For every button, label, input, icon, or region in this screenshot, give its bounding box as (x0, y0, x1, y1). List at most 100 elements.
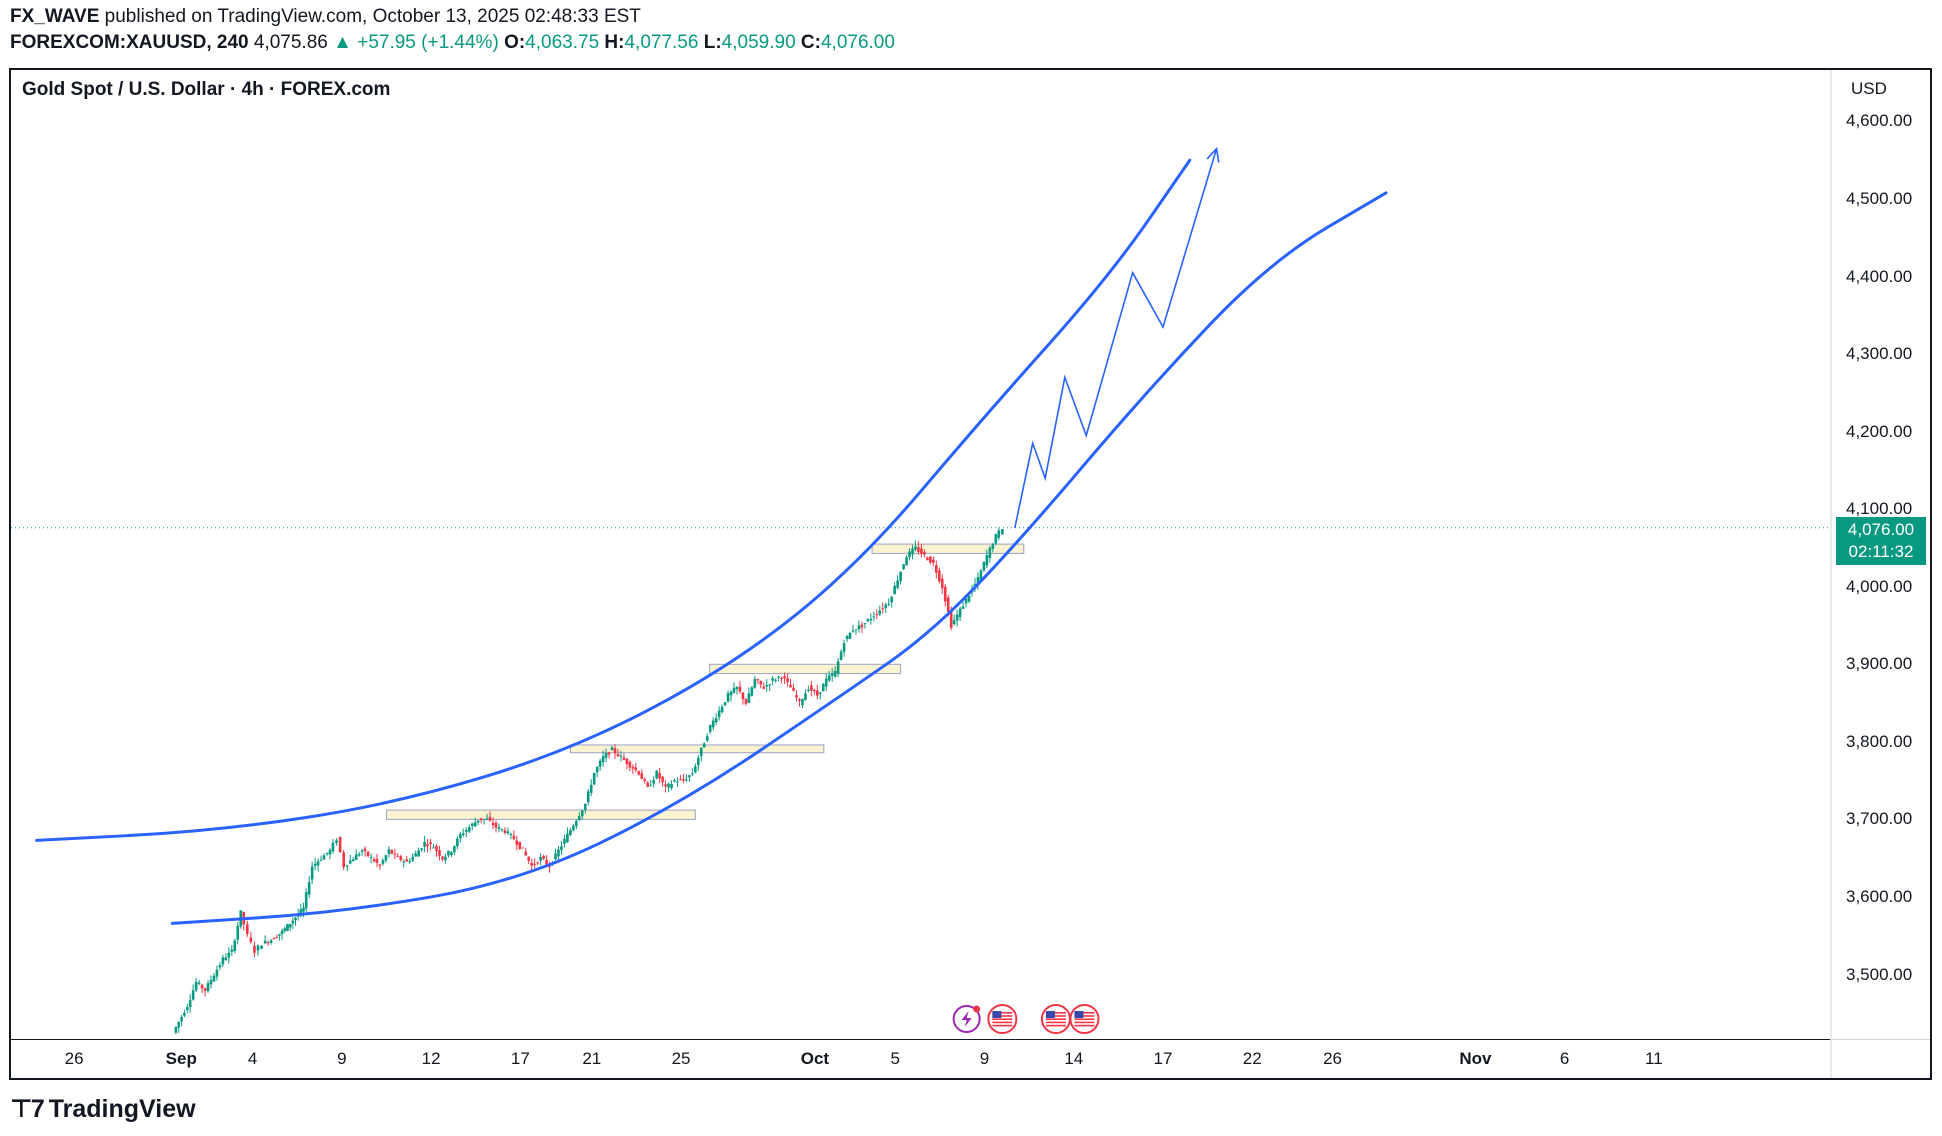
candle-body-151 (625, 758, 629, 765)
close-value: 4,076.00 (820, 32, 895, 53)
candle-body-161 (655, 770, 658, 779)
candle-body-21 (236, 925, 240, 940)
candle-body-92 (450, 852, 453, 855)
candle-body-77 (405, 859, 409, 862)
zone-3 (709, 663, 902, 675)
candle-body-31 (269, 940, 273, 943)
candle-body-167 (673, 780, 676, 782)
time-tick-label: 4 (247, 1049, 258, 1068)
candle-body-165 (667, 783, 670, 788)
candle-body-146 (610, 747, 614, 750)
candle-body-227 (851, 630, 855, 632)
candle-body-156 (640, 773, 644, 780)
symbol-label: FOREXCOM:XAUUSD, 240 (10, 32, 249, 53)
candle-body-218 (824, 678, 828, 687)
candle-body-26 (253, 945, 256, 953)
candle-body-196 (759, 680, 763, 685)
candle-body-110 (503, 830, 507, 833)
candle-body-69 (381, 860, 385, 864)
candle-body-86 (432, 847, 435, 849)
candle-body-244 (902, 564, 905, 570)
candles (174, 527, 1004, 1035)
currency-label[interactable]: USD (1851, 79, 1887, 98)
candle-body-203 (780, 677, 783, 679)
candle-body-7 (194, 982, 198, 991)
candle-body-215 (816, 690, 819, 696)
candle-body-213 (810, 685, 813, 691)
candle-body-9 (200, 984, 204, 989)
tradingview-logo[interactable]: ⊤7 TradingView (10, 1094, 196, 1124)
candle-body-122 (539, 856, 542, 861)
ohlc-line: FOREXCOM:XAUUSD, 240 4,075.86 ▲ +57.95 (… (10, 32, 895, 54)
time-tick-label: 21 (582, 1049, 602, 1068)
candle-body-192 (747, 693, 751, 704)
price-tick-label: 4,300.00 (1846, 344, 1913, 364)
candle-body-221 (833, 670, 837, 677)
projection-arrowhead (1206, 146, 1220, 163)
candle-body-160 (652, 779, 655, 784)
candle-body-33 (275, 937, 279, 939)
candle-body-58 (348, 860, 352, 864)
candle-body-225 (845, 635, 849, 640)
candle-body-91 (447, 850, 450, 856)
candle-body-172 (688, 775, 691, 778)
candle-body-54 (335, 840, 338, 844)
candle-body-108 (497, 827, 501, 829)
candle-body-133 (572, 825, 575, 831)
bar-countdown: 02:11:32 (1848, 542, 1914, 561)
candle-body-132 (569, 830, 572, 836)
chart-frame[interactable] (9, 68, 1932, 1080)
candle-body-240 (890, 596, 893, 603)
close-label: C: (800, 32, 821, 53)
candle-body-64 (366, 851, 370, 856)
candle-body-191 (744, 699, 748, 704)
candle-body-233 (869, 618, 873, 621)
candle-body-80 (414, 853, 417, 857)
current-price-tag: 4,076.00 02:11:32 (1836, 517, 1926, 565)
candle-body-103 (482, 819, 486, 821)
candle-body-93 (453, 846, 456, 853)
candle-body-266 (967, 595, 971, 602)
candle-body-106 (491, 822, 495, 826)
candle-body-129 (560, 846, 563, 851)
candle-body-159 (649, 785, 653, 787)
candle-body-220 (830, 673, 834, 676)
zone-4 (871, 543, 1025, 554)
candle-body-239 (887, 603, 891, 605)
candle-body-249 (917, 547, 920, 552)
candle-body-68 (378, 864, 382, 866)
candle-body-116 (521, 847, 525, 849)
candle-body-209 (798, 699, 801, 701)
candle-body-205 (786, 678, 789, 682)
candle-body-1 (177, 1021, 181, 1028)
candle-body-189 (738, 686, 742, 692)
candle-body-13 (212, 975, 216, 982)
candle-body-135 (578, 816, 581, 821)
candle-body-231 (863, 623, 867, 625)
candle-body-78 (408, 861, 412, 863)
candle-body-82 (420, 848, 423, 850)
candle-body-181 (714, 718, 718, 723)
candle-body-243 (899, 571, 902, 582)
candle-body-30 (266, 942, 270, 944)
candle-body-255 (935, 565, 938, 573)
candle-body-24 (245, 924, 249, 934)
candle-body-158 (646, 782, 650, 787)
candle-body-51 (325, 852, 329, 854)
candle-body-232 (866, 619, 870, 622)
time-tick-label: Nov (1459, 1049, 1492, 1068)
publisher-name[interactable]: FX_WAVE (10, 6, 100, 27)
candle-body-176 (699, 747, 703, 757)
candle-body-29 (263, 940, 267, 944)
candle-body-19 (230, 949, 234, 952)
candle-body-32 (272, 938, 276, 940)
candle-body-234 (872, 616, 876, 618)
candle-body-276 (997, 530, 1001, 538)
candle-body-174 (694, 766, 697, 773)
publish-info: published on TradingView.com, October 13… (104, 6, 641, 27)
zone-1 (386, 809, 696, 820)
candle-body-186 (729, 691, 733, 696)
candle-body-5 (188, 999, 192, 1008)
candle-body-17 (224, 957, 228, 961)
